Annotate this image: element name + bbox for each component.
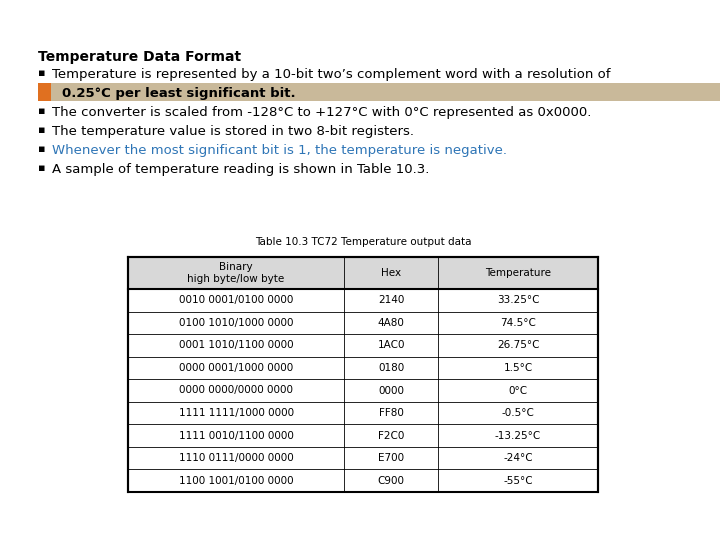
Text: Hex: Hex [381,268,401,278]
Text: -55°C: -55°C [503,476,533,485]
Text: ▪: ▪ [38,125,45,135]
Text: -0.5°C: -0.5°C [502,408,534,418]
Text: -13.25°C: -13.25°C [495,430,541,441]
Text: 0000 0001/1000 0000: 0000 0001/1000 0000 [179,363,293,373]
Text: 1111 0010/1100 0000: 1111 0010/1100 0000 [179,430,294,441]
Text: Temperature: Temperature [485,268,551,278]
Text: ▪: ▪ [38,106,45,116]
Text: 1AC0: 1AC0 [377,340,405,350]
Text: The temperature value is stored in two 8-bit registers.: The temperature value is stored in two 8… [52,125,414,138]
Text: 0180: 0180 [378,363,405,373]
Text: C900: C900 [378,476,405,485]
Text: FF80: FF80 [379,408,404,418]
Text: 74.5°C: 74.5°C [500,318,536,328]
Text: 0000: 0000 [378,386,404,395]
Text: 26.75°C: 26.75°C [497,340,539,350]
FancyBboxPatch shape [38,83,720,101]
Text: Temperature is represented by a 10-bit two’s complement word with a resolution o: Temperature is represented by a 10-bit t… [52,68,611,81]
Text: E700: E700 [378,453,404,463]
Text: F2C0: F2C0 [378,430,405,441]
Text: -24°C: -24°C [503,453,533,463]
Text: 1111 1111/1000 0000: 1111 1111/1000 0000 [179,408,294,418]
Text: 1.5°C: 1.5°C [503,363,533,373]
Text: 0100 1010/1000 0000: 0100 1010/1000 0000 [179,318,293,328]
Text: 0000 0000/0000 0000: 0000 0000/0000 0000 [179,386,293,395]
Text: 0.25°C per least significant bit.: 0.25°C per least significant bit. [62,87,296,100]
Text: ▪: ▪ [38,68,45,78]
Text: 0001 1010/1100 0000: 0001 1010/1100 0000 [179,340,294,350]
Text: 1110 0111/0000 0000: 1110 0111/0000 0000 [179,453,294,463]
Text: Table 10.3 TC72 Temperature output data: Table 10.3 TC72 Temperature output data [255,237,472,247]
FancyBboxPatch shape [38,83,51,101]
FancyBboxPatch shape [128,257,598,289]
Text: Temperature Data Format: Temperature Data Format [38,50,241,64]
Text: ▪: ▪ [38,144,45,154]
Text: 4A80: 4A80 [378,318,405,328]
Text: 0°C: 0°C [508,386,528,395]
Text: 2140: 2140 [378,295,405,305]
Text: A sample of temperature reading is shown in Table 10.3.: A sample of temperature reading is shown… [52,163,429,176]
Text: ▪: ▪ [38,163,45,173]
Text: 0010 0001/0100 0000: 0010 0001/0100 0000 [179,295,293,305]
Text: 1100 1001/0100 0000: 1100 1001/0100 0000 [179,476,294,485]
Text: The converter is scaled from -128°C to +127°C with 0°C represented as 0x0000.: The converter is scaled from -128°C to +… [52,106,591,119]
Text: 33.25°C: 33.25°C [497,295,539,305]
Text: Binary
high byte/low byte: Binary high byte/low byte [187,262,284,284]
Text: Whenever the most significant bit is 1, the temperature is negative.: Whenever the most significant bit is 1, … [52,144,507,157]
